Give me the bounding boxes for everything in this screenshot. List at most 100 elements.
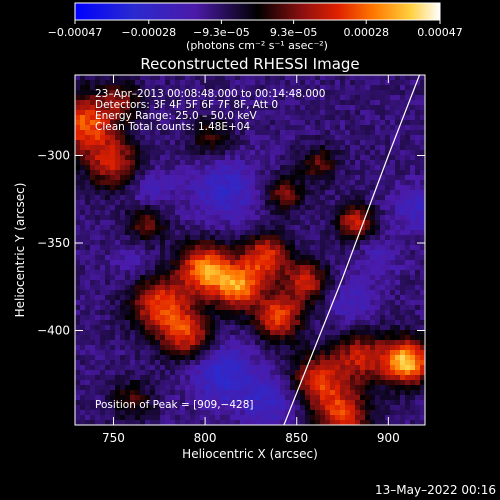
heatmap-cell	[225, 140, 231, 146]
heatmap-cell	[80, 140, 86, 146]
heatmap-cell	[190, 415, 196, 421]
heatmap-cell	[85, 385, 91, 391]
heatmap-cell	[395, 360, 401, 366]
heatmap-cell	[330, 330, 336, 336]
heatmap-cell	[165, 415, 171, 421]
heatmap-cell	[300, 140, 306, 146]
heatmap-cell	[390, 175, 396, 181]
heatmap-cell	[140, 95, 146, 101]
heatmap-cell	[350, 220, 356, 226]
heatmap-cell	[395, 240, 401, 246]
heatmap-cell	[265, 95, 271, 101]
heatmap-cell	[395, 350, 401, 356]
heatmap-cell	[415, 325, 421, 331]
heatmap-cell	[135, 260, 141, 266]
heatmap-cell	[115, 125, 121, 131]
heatmap-cell	[95, 320, 101, 326]
heatmap-cell	[370, 145, 376, 151]
heatmap-cell	[350, 200, 356, 206]
heatmap-cell	[280, 110, 286, 116]
heatmap-cell	[120, 345, 126, 351]
heatmap-cell	[175, 240, 181, 246]
heatmap-cell	[300, 360, 306, 366]
heatmap-cell	[375, 370, 381, 376]
heatmap-cell	[345, 305, 351, 311]
heatmap-cell	[290, 140, 296, 146]
heatmap-cell	[205, 350, 211, 356]
heatmap-cell	[315, 420, 321, 425]
heatmap-cell	[130, 195, 136, 201]
heatmap-cell	[200, 80, 206, 86]
heatmap-cell	[205, 80, 211, 86]
heatmap-cell	[165, 170, 171, 176]
heatmap-cell	[315, 100, 321, 106]
heatmap-cell	[120, 100, 126, 106]
heatmap-cell	[200, 115, 206, 121]
heatmap-cell	[330, 200, 336, 206]
heatmap-cell	[260, 385, 266, 391]
heatmap-cell	[140, 315, 146, 321]
heatmap-cell	[190, 420, 196, 425]
heatmap-cell	[355, 395, 361, 401]
heatmap-cell	[250, 195, 256, 201]
heatmap-cell	[270, 120, 276, 126]
heatmap-cell	[295, 195, 301, 201]
heatmap-cell	[355, 175, 361, 181]
heatmap-cell	[235, 150, 241, 156]
heatmap-cell	[325, 155, 331, 161]
heatmap-cell	[275, 250, 281, 256]
heatmap-cell	[145, 415, 151, 421]
heatmap-cell	[120, 355, 126, 361]
heatmap-cell	[365, 120, 371, 126]
heatmap-cell	[115, 90, 121, 96]
heatmap-cell	[250, 75, 256, 81]
heatmap-cell	[250, 305, 256, 311]
heatmap-cell	[200, 380, 206, 386]
heatmap-cell	[310, 310, 316, 316]
heatmap-cell	[95, 120, 101, 126]
heatmap-cell	[405, 125, 411, 131]
heatmap-cell	[250, 325, 256, 331]
heatmap-cell	[305, 415, 311, 421]
heatmap-cell	[210, 385, 216, 391]
heatmap-cell	[210, 240, 216, 246]
heatmap-cell	[410, 405, 416, 411]
heatmap-cell	[80, 310, 86, 316]
heatmap-cell	[170, 420, 176, 425]
heatmap-cell	[175, 355, 181, 361]
heatmap-cell	[185, 295, 191, 301]
heatmap-cell	[150, 185, 156, 191]
heatmap-cell	[210, 215, 216, 221]
heatmap-cell	[265, 210, 271, 216]
heatmap-cell	[405, 255, 411, 261]
heatmap-cell	[170, 155, 176, 161]
heatmap-cell	[125, 265, 131, 271]
heatmap-cell	[350, 345, 356, 351]
heatmap-cell	[185, 245, 191, 251]
heatmap-cell	[330, 185, 336, 191]
heatmap-cell	[140, 400, 146, 406]
heatmap-cell	[315, 215, 321, 221]
heatmap-cell	[135, 105, 141, 111]
heatmap-cell	[235, 390, 241, 396]
heatmap-cell	[220, 285, 226, 291]
heatmap-cell	[195, 230, 201, 236]
heatmap-cell	[175, 285, 181, 291]
heatmap-cell	[285, 285, 291, 291]
heatmap-cell	[120, 125, 126, 131]
heatmap-cell	[95, 255, 101, 261]
heatmap-cell	[385, 340, 391, 346]
heatmap-cell	[205, 175, 211, 181]
heatmap-cell	[85, 155, 91, 161]
heatmap-cell	[315, 150, 321, 156]
heatmap-cell	[130, 400, 136, 406]
heatmap-cell	[235, 205, 241, 211]
heatmap-cell	[360, 225, 366, 231]
heatmap-cell	[135, 150, 141, 156]
heatmap-cell	[255, 205, 261, 211]
heatmap-cell	[340, 420, 346, 425]
heatmap-cell	[130, 415, 136, 421]
heatmap-cell	[80, 415, 86, 421]
heatmap-cell	[310, 260, 316, 266]
heatmap-cell	[415, 245, 421, 251]
